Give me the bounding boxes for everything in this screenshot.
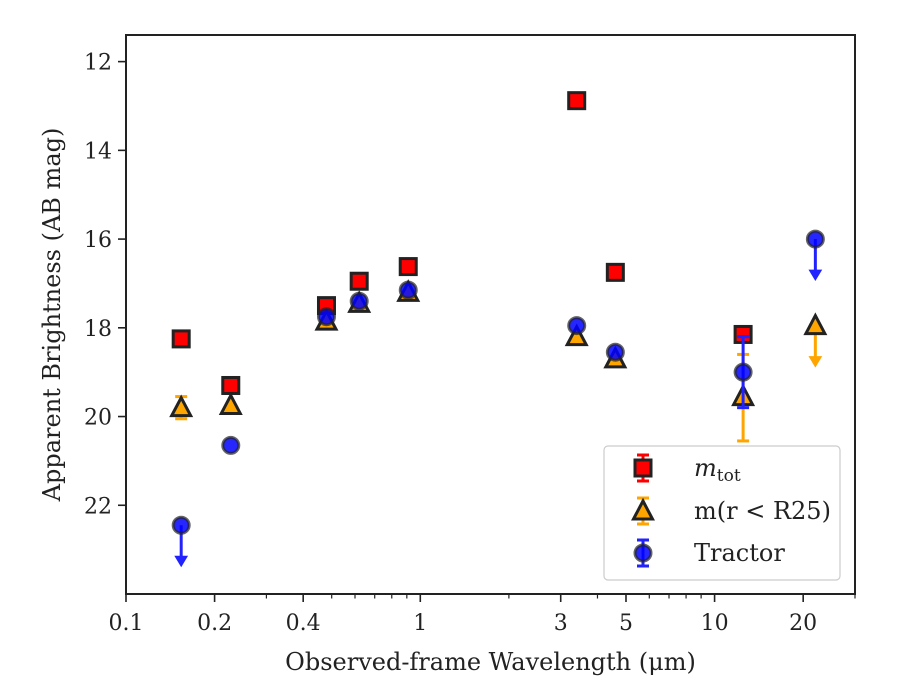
legend-marker-triangle [631, 497, 655, 521]
square-point [221, 375, 241, 395]
y-tick-label: 14 [84, 139, 112, 164]
x-tick-label: 5 [619, 611, 633, 636]
square-point [605, 262, 625, 282]
y-axis-ticks: 12 14 16 18 20 22 [84, 51, 126, 519]
x-tick-label: 3 [554, 611, 568, 636]
circle-point [605, 342, 625, 362]
legend-box [603, 445, 841, 581]
axes-frame [125, 34, 856, 595]
circle-point [349, 291, 369, 311]
upper-limit-arrowhead [174, 555, 189, 568]
y-tick-label: 16 [84, 228, 112, 253]
series-layer [169, 91, 828, 568]
circle-point [316, 307, 336, 327]
x-tick-label: 0.1 [109, 611, 144, 636]
circle-point [805, 229, 825, 249]
x-tick-label: 10 [701, 611, 729, 636]
legend-marker-square [633, 458, 653, 478]
y-tick-label: 18 [84, 317, 112, 342]
square-point [398, 257, 418, 277]
legend-label: Tractor [694, 539, 785, 567]
legend-label: m(r < R25) [694, 497, 831, 525]
circle-point [171, 515, 191, 535]
triangle-point [803, 312, 828, 336]
triangle-point [169, 394, 194, 418]
circle-point [221, 435, 241, 455]
square-point [171, 329, 191, 349]
y-tick-label: 12 [84, 51, 112, 76]
circle-point [567, 316, 587, 336]
upper-limit-arrowhead [808, 356, 823, 368]
x-tick-label: 0.4 [286, 611, 321, 636]
legend-label-sub: tot [717, 466, 741, 486]
x-tick-label: 0.2 [197, 611, 232, 636]
x-axis-label: Observed-frame Wavelength (μm) [285, 648, 696, 676]
triangle-point [564, 323, 589, 347]
triangle-point [218, 392, 243, 415]
x-tick-label: 20 [789, 611, 817, 636]
square-point [349, 271, 369, 291]
x-axis-ticks: 0.1 0.2 0.4 1 3 5 10 20 [109, 594, 856, 636]
y-tick-label: 22 [84, 494, 112, 519]
y-axis-label: Apparent Brightness (AB mag) [38, 128, 66, 503]
circle-point [398, 280, 418, 300]
x-tick-label: 1 [413, 611, 427, 636]
square-point [567, 91, 587, 111]
legend-marker-circle [633, 543, 653, 563]
circle-point [733, 362, 753, 382]
series-circle [171, 229, 825, 568]
y-tick-label: 20 [84, 406, 112, 431]
upper-limit-arrowhead [808, 269, 823, 282]
